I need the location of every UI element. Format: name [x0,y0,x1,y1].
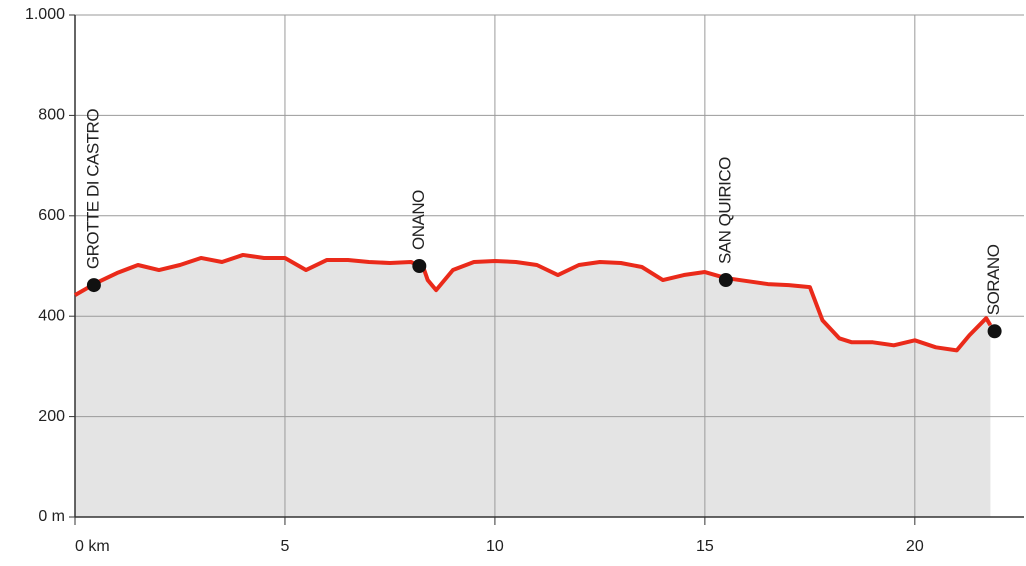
y-tick-label: 200 [38,408,65,425]
waypoint-label: SAN QUIRICO [715,157,734,264]
y-tick-label: 1.000 [25,6,65,23]
x-tick-label: 5 [281,538,290,555]
x-tick-label: 10 [486,538,504,555]
waypoint [412,259,427,273]
x-tick-label: 15 [696,538,714,555]
waypoint-label: ONANO [409,190,428,250]
waypoint [86,278,101,293]
y-tick-label: 800 [38,107,65,124]
y-tick-label: 600 [38,207,65,224]
area [75,254,991,517]
y-tick-label: 400 [38,307,65,324]
line [74,252,993,353]
waypoint [718,273,733,288]
x-tick-label: 0 km [75,538,110,555]
x-tick-label: 20 [906,538,924,555]
waypoint [987,324,1002,339]
waypoint-label: SORANO [984,244,1003,315]
waypoint-label: GROTTE DI CASTRO [83,109,102,269]
y-tick-label: 0 m [38,508,65,525]
